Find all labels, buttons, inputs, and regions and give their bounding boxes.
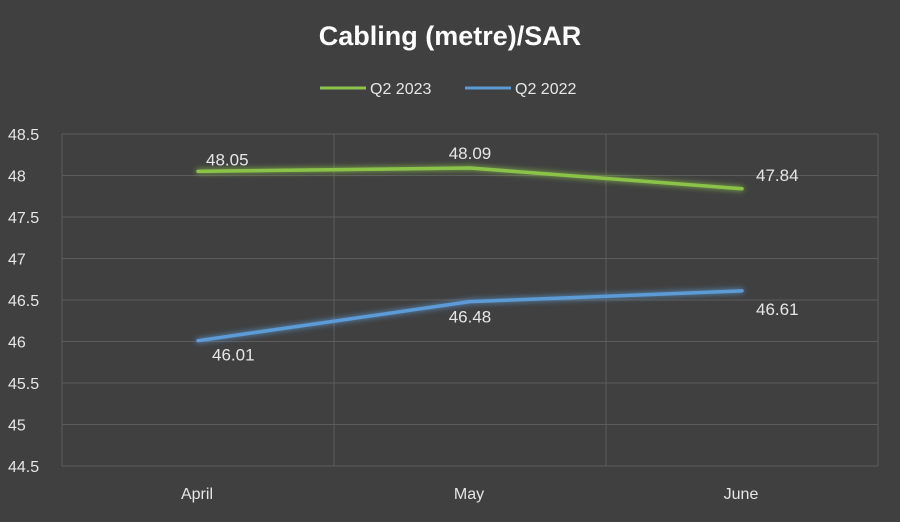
y-tick-label: 45.5 — [8, 376, 39, 393]
x-axis: April May June — [181, 486, 758, 503]
y-tick-label: 47 — [8, 252, 26, 269]
data-label: 48.09 — [449, 144, 492, 163]
data-label: 47.84 — [756, 166, 799, 185]
chart-title: Cabling (metre)/SAR — [319, 21, 582, 51]
series-line-1 — [196, 289, 744, 343]
y-tick-label: 46 — [8, 335, 26, 352]
y-tick-label: 45 — [8, 418, 26, 435]
y-tick-label: 46.5 — [8, 293, 39, 310]
data-label: 46.48 — [449, 308, 492, 327]
y-tick-label: 47.5 — [8, 210, 39, 227]
series-group: 48.05 48.09 47.84 46.01 46.48 46.61 — [196, 144, 799, 365]
y-tick-label: 44.5 — [8, 459, 39, 476]
legend: Q2 2023 Q2 2022 — [320, 81, 576, 98]
legend-label-1: Q2 2022 — [515, 81, 576, 98]
x-tick-label: May — [454, 486, 484, 503]
y-tick-label: 48.5 — [8, 127, 39, 144]
y-tick-label: 48 — [8, 169, 26, 186]
data-label: 46.01 — [212, 346, 255, 365]
x-tick-label: April — [181, 486, 213, 503]
data-label: 48.05 — [206, 150, 249, 169]
series-line-0 — [196, 166, 744, 191]
data-label: 46.61 — [756, 300, 799, 319]
legend-label-0: Q2 2023 — [370, 81, 431, 98]
x-tick-label: June — [724, 486, 759, 503]
y-axis: 44.5 45 45.5 46 46.5 47 47.5 48 48.5 — [8, 127, 39, 476]
